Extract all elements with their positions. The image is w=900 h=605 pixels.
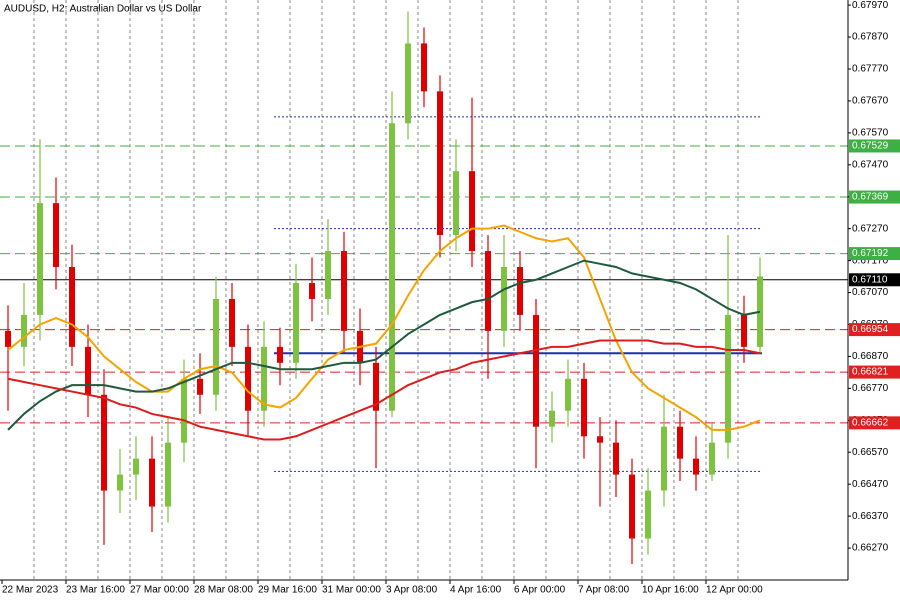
price-tag (849, 323, 900, 337)
x-tick-label: 23 Mar 16:00 (66, 585, 125, 596)
candle-body (469, 171, 475, 252)
candle-body (373, 362, 379, 411)
chart-title: AUDUSD, H2: Australian Dollar vs US Doll… (4, 4, 202, 15)
y-tick-label: 0.67970 (852, 0, 889, 11)
grid (33, 0, 739, 580)
candle-body (341, 251, 347, 331)
price-tag-label: 0.67529 (852, 141, 889, 152)
candle-body (165, 442, 171, 507)
moving-average (7, 224, 761, 431)
price-tag (849, 416, 900, 430)
candle-body (661, 426, 667, 491)
candle-body (533, 314, 539, 427)
candle-body (325, 251, 331, 299)
candle-body (293, 282, 299, 363)
candle-body (421, 43, 427, 92)
candle-body (693, 458, 699, 475)
price-tag (849, 247, 900, 261)
x-tick-label: 22 Mar 2023 (2, 585, 59, 596)
price-tag (849, 139, 900, 153)
moving-average (7, 339, 761, 441)
candle-body (229, 298, 235, 347)
candle-body (309, 282, 315, 299)
price-tag (849, 365, 900, 379)
x-tick-label: 12 Apr 00:00 (706, 585, 763, 596)
x-tick-label: 31 Mar 00:00 (322, 585, 381, 596)
candle-body (725, 314, 731, 443)
y-tick-label: 0.66870 (852, 351, 889, 362)
candle-body (389, 123, 395, 411)
candle-body (613, 442, 619, 475)
x-tick-label: 3 Apr 08:00 (386, 585, 438, 596)
x-tick-label: 28 Mar 08:00 (194, 585, 253, 596)
y-tick-label: 0.67070 (852, 287, 889, 298)
y-tick-label: 0.67870 (852, 32, 889, 43)
x-tick-label: 4 Apr 16:00 (450, 585, 502, 596)
y-tick-label: 0.66270 (852, 543, 889, 554)
candle-body (565, 378, 571, 411)
price-tag-label: 0.67110 (852, 274, 888, 285)
candle-body (261, 346, 267, 411)
y-tick-label: 0.67470 (852, 159, 889, 170)
y-tick-label: 0.66370 (852, 511, 889, 522)
moving-average (7, 259, 761, 431)
candle-body (181, 378, 187, 443)
y-tick-label: 0.66770 (852, 383, 889, 394)
candle-body (501, 267, 507, 331)
candle-body (581, 378, 587, 437)
candle-body (277, 346, 283, 363)
candle-body (69, 267, 75, 347)
y-tick-label: 0.67270 (852, 223, 889, 234)
moving-averages (7, 224, 761, 441)
candle-body (37, 203, 43, 315)
y-tick-label: 0.66570 (852, 447, 889, 458)
candle-body (405, 43, 411, 124)
price-tag-label: 0.66821 (852, 367, 889, 378)
candle-body (21, 314, 27, 347)
candle-body (53, 203, 59, 268)
candle-body (197, 378, 203, 395)
x-tick-label: 29 Mar 16:00 (258, 585, 317, 596)
price-tag-label: 0.67369 (852, 192, 889, 203)
candle-body (101, 394, 107, 491)
candle-body (741, 314, 747, 347)
y-tick-label: 0.67570 (852, 128, 889, 139)
x-tick-label: 27 Mar 00:00 (130, 585, 189, 596)
y-tick-label: 0.67670 (852, 96, 889, 107)
candle-body (517, 267, 523, 315)
candle-body (629, 474, 635, 539)
candle-body (117, 474, 123, 491)
candle-body (437, 91, 443, 236)
price-tag (849, 190, 900, 204)
candle-body (549, 410, 555, 427)
candle-body (485, 251, 491, 331)
candle-body (133, 458, 139, 475)
candles (5, 11, 763, 565)
candle-body (213, 298, 219, 395)
y-tick-label: 0.67170 (852, 255, 889, 266)
candle-body (645, 490, 651, 539)
price-tag-label: 0.66662 (852, 418, 889, 429)
y-tick-label: 0.67770 (852, 64, 889, 75)
candle-body (709, 442, 715, 475)
x-tick-label: 7 Apr 08:00 (578, 585, 630, 596)
candle-body (597, 436, 603, 443)
x-tick-label: 6 Apr 00:00 (514, 585, 566, 596)
candle-body (453, 171, 459, 236)
y-tick-label: 0.66470 (852, 479, 889, 490)
candle-body (85, 346, 91, 395)
x-tick-label: 10 Apr 16:00 (642, 585, 699, 596)
candle-body (245, 346, 251, 411)
price-tag-label: 0.66954 (852, 324, 889, 335)
candle-body (149, 458, 155, 507)
price-tag (849, 273, 900, 287)
price-tag-label: 0.67192 (852, 248, 889, 259)
candle-body (5, 330, 11, 347)
candle-body (677, 426, 683, 459)
